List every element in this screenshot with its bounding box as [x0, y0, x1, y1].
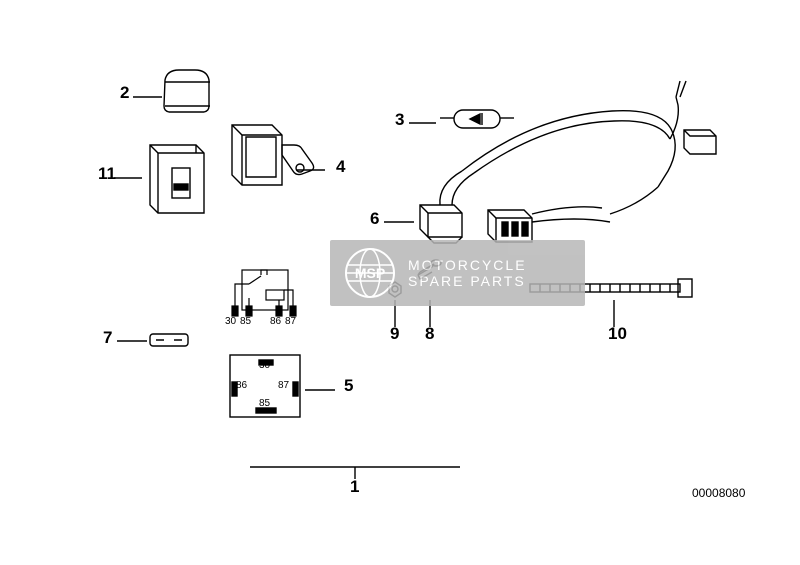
pin-schem-85: 85	[240, 316, 251, 327]
watermark: MSP MOTORCYCLE SPARE PARTS	[330, 240, 585, 306]
pin-schem-87: 87	[285, 316, 296, 327]
watermark-logo: MSP	[344, 247, 396, 299]
callout-4: 4	[336, 157, 345, 177]
pin-sock-85: 85	[259, 398, 270, 409]
callout-10: 10	[608, 324, 627, 344]
callout-9: 9	[390, 324, 399, 344]
watermark-line1: MOTORCYCLE	[408, 257, 527, 273]
callout-2: 2	[120, 83, 129, 103]
callout-8: 8	[425, 324, 434, 344]
pin-sock-30: 30	[259, 360, 270, 371]
part-6-harness	[420, 81, 716, 243]
document-id: 00008080	[692, 486, 745, 500]
pin-sock-87: 87	[278, 380, 289, 391]
watermark-logo-text: MSP	[355, 265, 385, 281]
part-3-diode	[440, 110, 514, 128]
pin-schem-86: 86	[270, 316, 281, 327]
relay-schematic	[232, 270, 296, 316]
part-4-holder	[232, 125, 314, 185]
part-2-cap	[164, 70, 210, 112]
callout-7: 7	[103, 328, 112, 348]
part-11-relay	[150, 145, 204, 213]
watermark-line2: SPARE PARTS	[408, 273, 527, 289]
callout-11: 11	[98, 164, 116, 184]
pin-sock-86: 86	[236, 380, 247, 391]
callout-1: 1	[350, 477, 359, 497]
callout-3: 3	[395, 110, 404, 130]
callout-5: 5	[344, 376, 353, 396]
pin-schem-30: 30	[225, 316, 236, 327]
callout-6: 6	[370, 209, 379, 229]
part-7-fuse	[150, 334, 188, 346]
